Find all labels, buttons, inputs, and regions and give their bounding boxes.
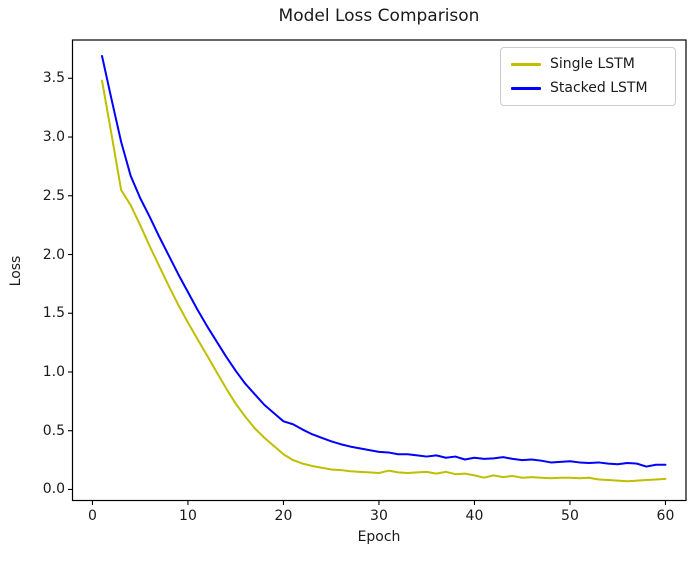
legend: Single LSTM Stacked LSTM (500, 47, 676, 106)
x-tick-label-30: 30 (370, 508, 388, 524)
axes-frame (71, 39, 687, 502)
legend-label-stacked-lstm: Stacked LSTM (550, 80, 648, 96)
x-tick-label-50: 50 (561, 508, 579, 524)
y-tick-label-3.5: 3.5 (42, 70, 65, 87)
legend-item-stacked-lstm: Stacked LSTM (511, 78, 666, 98)
series-line-single-lstm (101, 79, 667, 483)
x-axis-label: Epoch (357, 529, 401, 545)
y-tick-label-2.0: 2.0 (42, 246, 65, 263)
series-line-stacked-lstm (101, 54, 667, 468)
x-tick-label-60: 60 (656, 508, 675, 524)
x-tick-label-40: 40 (465, 508, 484, 524)
legend-label-single-lstm: Single LSTM (550, 56, 635, 72)
y-tick-label-0.5: 0.5 (42, 422, 65, 439)
legend-item-single-lstm: Single LSTM (511, 54, 666, 74)
y-tick-label-3.0: 3.0 (42, 129, 65, 146)
x-tick-label-0: 0 (87, 508, 97, 524)
legend-line-single-lstm (511, 62, 541, 66)
x-tick-label-20: 20 (274, 508, 293, 524)
chart-title: Model Loss Comparison (278, 6, 480, 26)
y-tick-label-1.5: 1.5 (42, 305, 65, 322)
x-tick-label-10: 10 (179, 508, 197, 524)
y-tick-label-2.5: 2.5 (42, 187, 65, 204)
legend-line-stacked-lstm (511, 86, 541, 90)
y-tick-label-0.0: 0.0 (42, 481, 65, 498)
y-tick-label-1.0: 1.0 (42, 363, 65, 380)
